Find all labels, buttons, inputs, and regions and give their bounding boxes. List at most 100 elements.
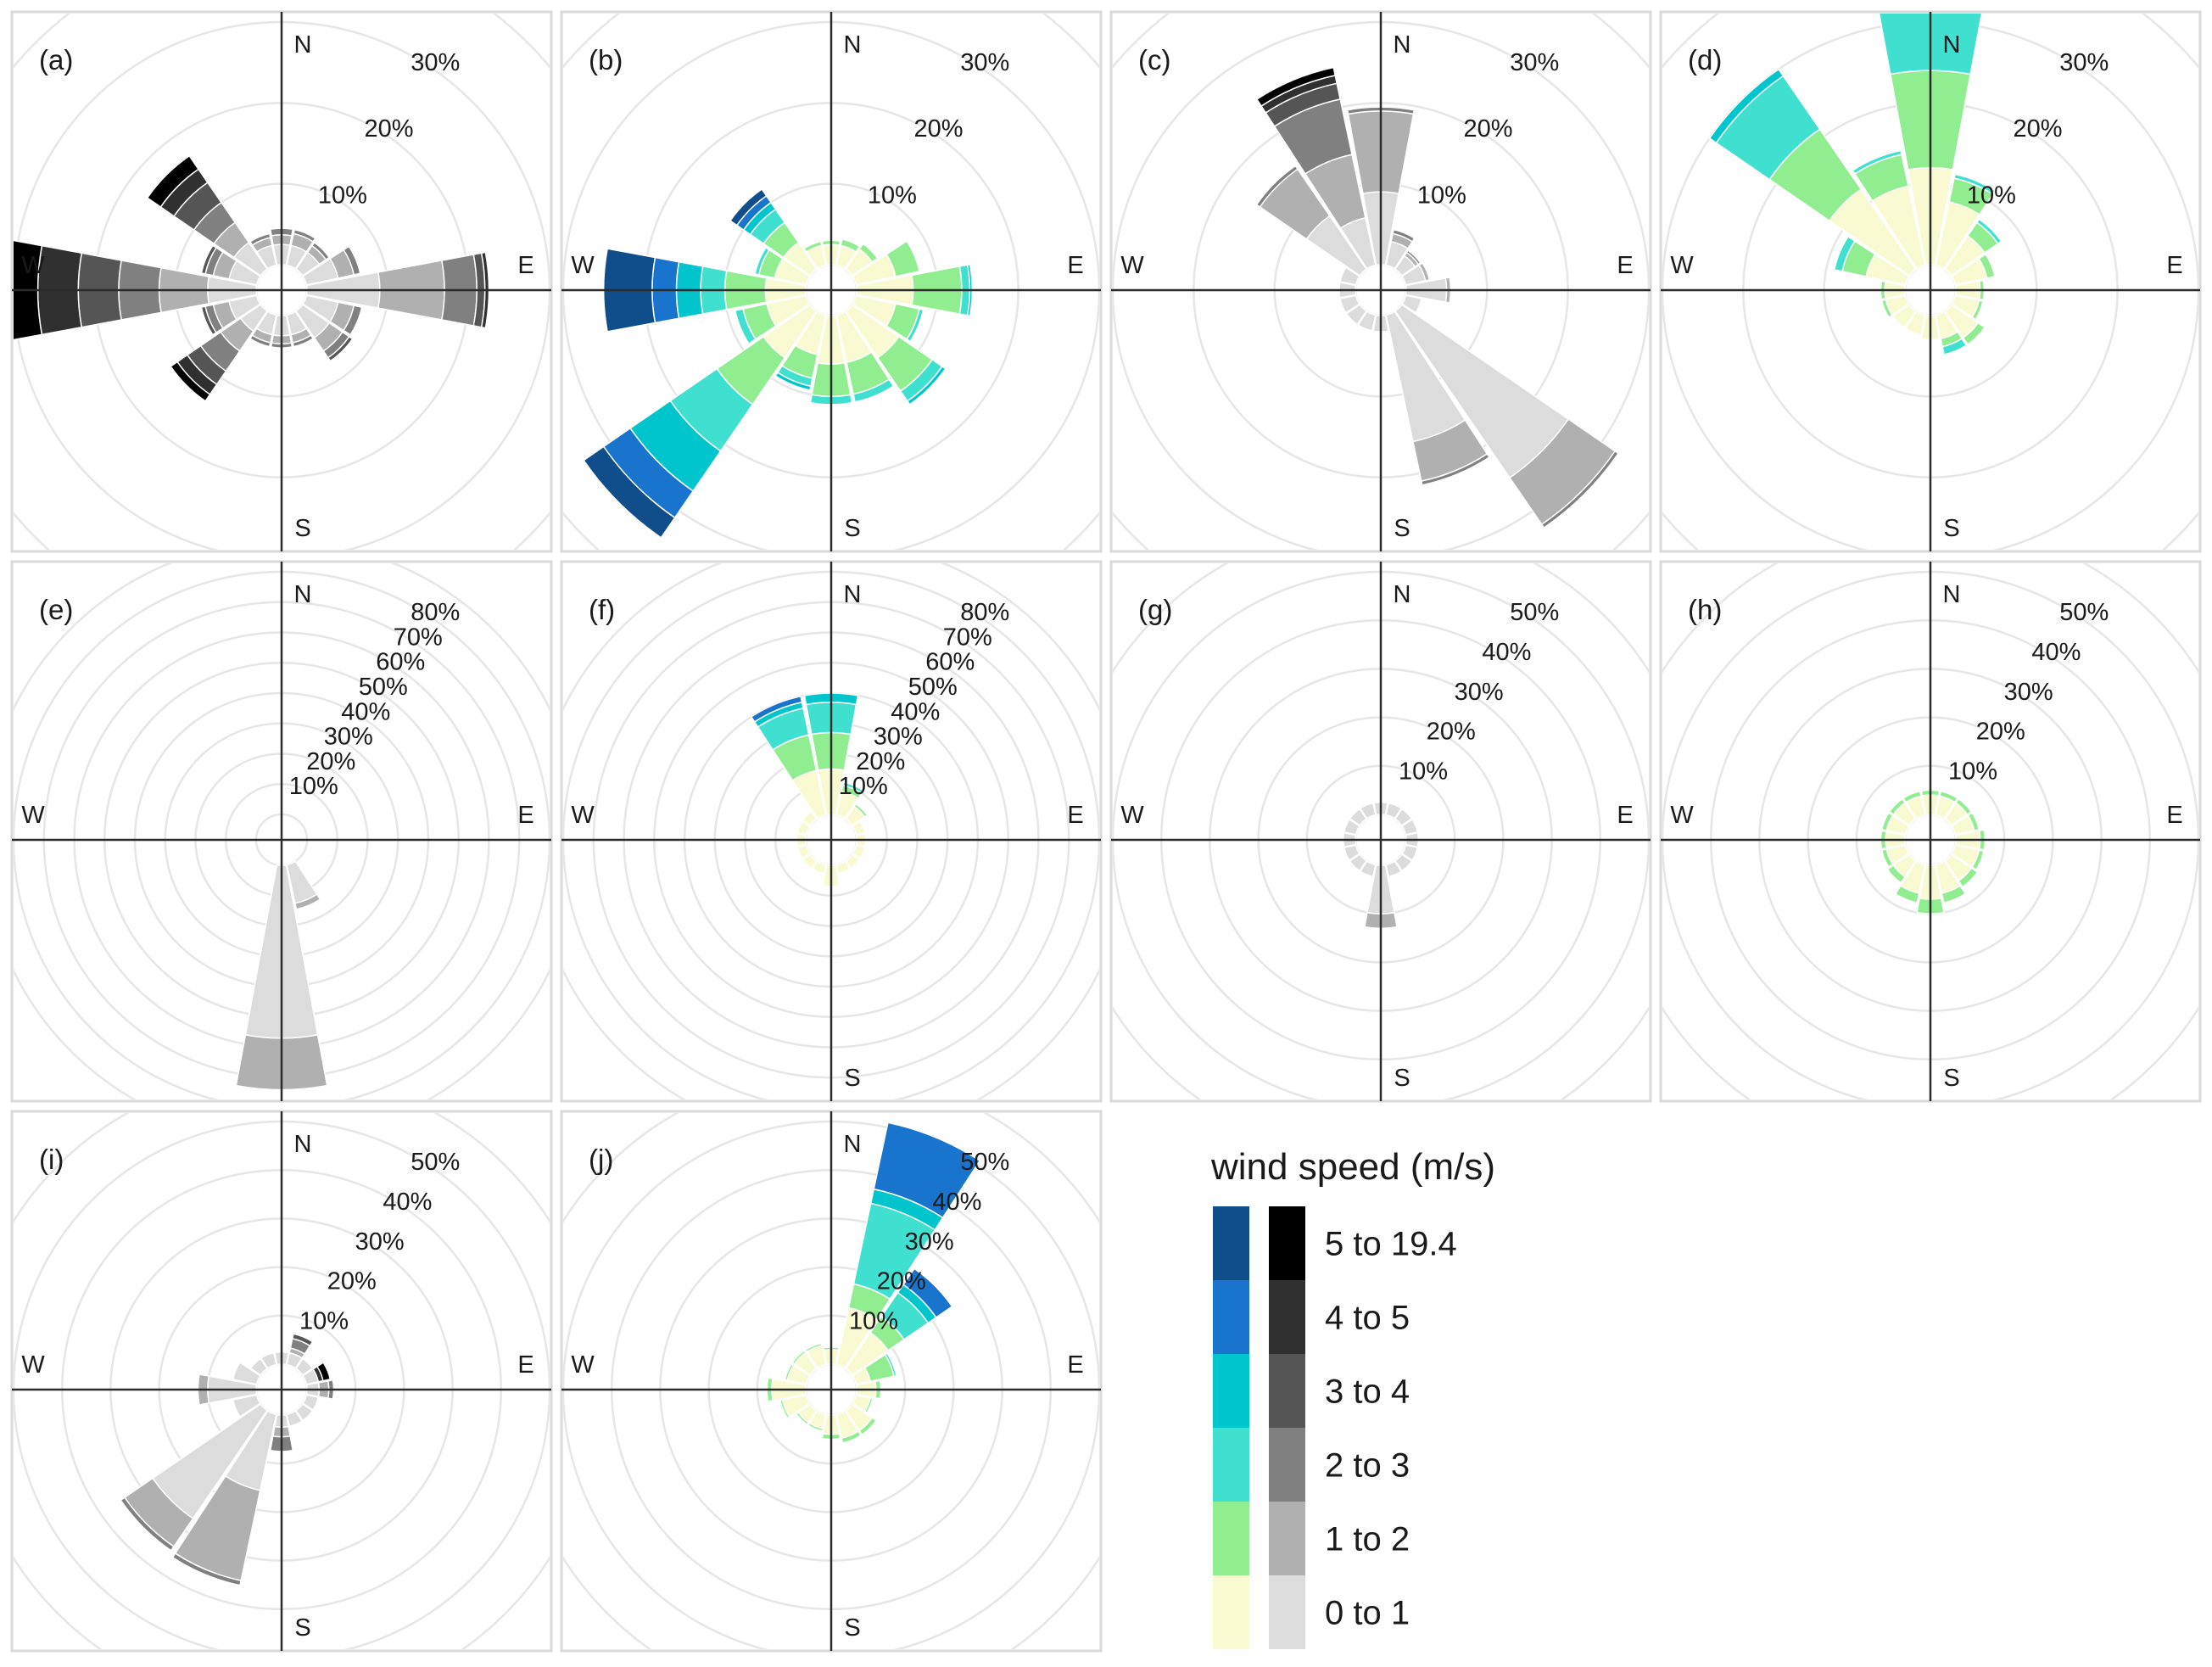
compass-E: E xyxy=(517,1351,533,1379)
compass-S: S xyxy=(1943,1065,1959,1092)
wind-rose-panel-a: 10% 20% 30% N E S W (a) xyxy=(10,10,553,553)
ring-label: 30% xyxy=(874,724,923,751)
wind-rose-panel-c: 10% 20% 30% N E S W (c) xyxy=(1109,10,1652,553)
compass-S: S xyxy=(844,515,860,542)
wind-rose-panel-b: 10% 20% 30% N E S W (b) xyxy=(560,10,1103,553)
legend-swatch-color xyxy=(1213,1428,1249,1502)
legend-swatch-color xyxy=(1213,1575,1249,1649)
ring-label: 50% xyxy=(960,1149,1009,1176)
legend-label: 2 to 3 xyxy=(1325,1447,1410,1485)
legend-swatch-color xyxy=(1213,1502,1249,1575)
ring-label: 20% xyxy=(2014,115,2063,143)
rose-segment-ESE-bin-0 xyxy=(302,1394,320,1412)
rose-segment-ESE-bin-2 xyxy=(343,305,363,336)
rose-segment-NW-bin-1 xyxy=(1888,797,1907,816)
ring-label: 30% xyxy=(960,49,1009,76)
rose-segment-SSE-bin-2 xyxy=(1941,338,1968,355)
rose-segment-NNE-bin-1 xyxy=(840,238,861,253)
rose-segment-WNW-bin-0 xyxy=(796,820,811,836)
rose-segment-NE-bin-0 xyxy=(294,1357,314,1377)
rose-segment-N-bin-3 xyxy=(1878,2,1983,10)
ring-label: 10% xyxy=(289,773,338,800)
rose-segment-WSW-bin-0 xyxy=(1343,844,1360,862)
ring-label: 10% xyxy=(868,182,917,209)
rose-segment-ENE-bin-1 xyxy=(885,240,920,277)
legend-title: wind speed (m/s) xyxy=(1210,1146,1495,1188)
ring-label: 20% xyxy=(1976,719,2025,746)
rose-segment-NW-bin-5 xyxy=(146,154,200,209)
compass-N: N xyxy=(1943,581,1961,608)
wind-rose-panel-d: 10% 20% 30% N E S W (d) xyxy=(1659,2,2202,553)
rose-segment-SW-bin-0 xyxy=(1349,853,1368,872)
rose-segment-WNW-bin-0 xyxy=(232,1362,261,1385)
ring-label: 50% xyxy=(411,1149,460,1176)
rose-segment-ENE-bin-0 xyxy=(852,820,866,836)
compass-W: W xyxy=(21,252,45,279)
rose-segment-NNW-bin-1 xyxy=(1902,790,1922,803)
compass-E: E xyxy=(2166,252,2182,279)
compass-S: S xyxy=(1943,515,1959,542)
rose-segment-ENE-bin-2 xyxy=(884,1352,897,1378)
compass-W: W xyxy=(1670,252,1694,279)
rose-segment-ESE-bin-0 xyxy=(1401,294,1422,314)
ring-label: 60% xyxy=(925,649,975,676)
rose-segment-NE-bin-0 xyxy=(1394,808,1413,827)
rose-segment-NNE-bin-3 xyxy=(291,1333,314,1347)
panel-label: (h) xyxy=(1688,594,1722,625)
rose-segment-SE-bin-1 xyxy=(858,1417,878,1436)
panel-label: (j) xyxy=(589,1144,613,1175)
rose-segment-NNE-bin-2 xyxy=(841,781,864,794)
rose-segment-NNE-bin-2 xyxy=(293,228,316,243)
rose-segment-NW-bin-0 xyxy=(1349,808,1368,827)
rose-segment-ENE-bin-1 xyxy=(1978,253,1996,279)
compass-N: N xyxy=(294,581,312,608)
compass-W: W xyxy=(1120,252,1144,279)
rose-segment-ESE-bin-1 xyxy=(863,1396,874,1414)
compass-W: W xyxy=(21,802,45,829)
ring-label: 40% xyxy=(2031,639,2081,666)
rose-segment-SSE-bin-2 xyxy=(292,334,315,348)
compass-E: E xyxy=(2166,802,2182,829)
rose-segment-ESE-bin-0 xyxy=(1401,844,1419,862)
ring-label: 10% xyxy=(299,1308,349,1335)
legend-swatch-gray xyxy=(1269,1354,1305,1428)
rose-segment-SSE-bin-1 xyxy=(1941,884,1967,903)
panel-label: (a) xyxy=(39,44,73,76)
ring-label: 20% xyxy=(914,115,964,143)
rose-segment-SSE-bin-0 xyxy=(835,860,852,875)
ring-label: 40% xyxy=(932,1189,981,1216)
rose-segment-ENE-bin-2 xyxy=(343,245,361,276)
compass-S: S xyxy=(1394,515,1410,542)
rose-segment-NE-bin-4 xyxy=(902,1267,953,1319)
rose-segment-SW-bin-5 xyxy=(170,361,211,402)
wind-rose-panel-g: 10% 20% 30% 40% 50% N E S W (g) xyxy=(1109,560,1652,1103)
rose-segment-WNW-bin-1 xyxy=(1880,812,1894,831)
legend-swatch-gray xyxy=(1269,1428,1305,1502)
legend-label: 5 to 19.4 xyxy=(1325,1226,1457,1263)
wind-rose-panel-f: 10%20%30%40%50%60%70%80% N E S W (f) xyxy=(560,560,1103,1103)
rose-segment-NNW-bin-2 xyxy=(1852,149,1902,175)
rose-segment-NNE-bin-2 xyxy=(1953,173,1997,195)
rose-segment-SSW-bin-0 xyxy=(811,860,827,875)
rose-segment-WSW-bin-0 xyxy=(232,1394,261,1418)
rose-segment-SSW-bin-2 xyxy=(249,334,271,348)
rose-segment-WNW-bin-2 xyxy=(754,246,770,276)
rose-segment-NE-bin-1 xyxy=(853,803,869,818)
rose-segment-NW-bin-0 xyxy=(249,1357,269,1377)
rose-segment-WNW-bin-1 xyxy=(784,1362,795,1381)
panel-label: (g) xyxy=(1138,594,1172,625)
rose-segment-WSW-bin-1 xyxy=(1880,299,1893,318)
ring-label: 10% xyxy=(1399,758,1448,786)
rose-segment-WNW-bin-0 xyxy=(1339,266,1360,286)
rose-segment-NNW-bin-4 xyxy=(750,695,803,723)
rose-segment-NE-bin-2 xyxy=(1975,218,2003,245)
compass-N: N xyxy=(844,581,862,608)
rose-segment-ENE-bin-1 xyxy=(1418,262,1431,282)
rose-segment-NE-bin-1 xyxy=(1954,797,1973,816)
rose-segment-SSW-bin-1 xyxy=(1894,884,1920,903)
ring-label: 10% xyxy=(839,773,888,800)
rose-segment-NNE-bin-1 xyxy=(1939,790,1958,803)
ring-label: 30% xyxy=(2059,49,2109,76)
ring-label: 50% xyxy=(908,674,958,701)
